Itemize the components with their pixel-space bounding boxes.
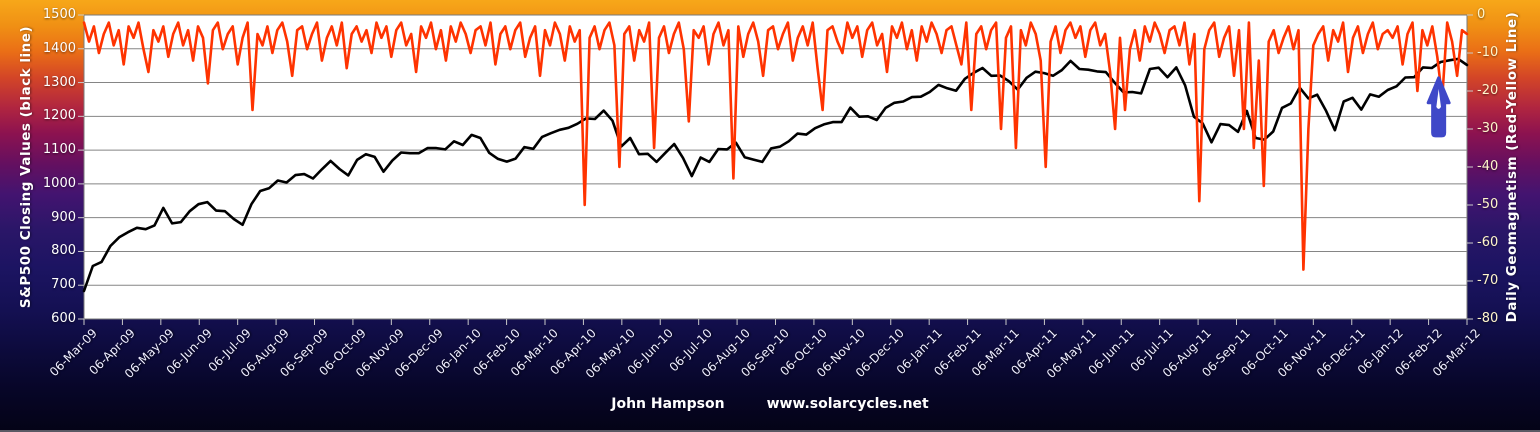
right-axis-tick-label: 0 xyxy=(1477,7,1486,22)
footer-site: www.solarcycles.net xyxy=(766,396,929,412)
chart-footer: John Hampson www.solarcycles.net xyxy=(0,396,1540,412)
right-axis-tick-label: -50 xyxy=(1477,197,1499,212)
left-axis-tick-label: 800 xyxy=(51,243,76,259)
plot-background xyxy=(83,14,1468,320)
geomagnetism-line xyxy=(82,21,1469,271)
left-axis-tick-label: 1300 xyxy=(42,74,76,90)
bottom-edge-divider xyxy=(0,430,1540,432)
right-axis-title: Daily Geomagnetism (Red-Yellow Line) xyxy=(1504,11,1520,323)
right-axis-tick-label: -30 xyxy=(1477,121,1499,136)
footer-author: John Hampson xyxy=(611,396,725,412)
right-axis-tick-label: -20 xyxy=(1477,83,1499,98)
right-axis-tick-label: -60 xyxy=(1477,235,1499,250)
left-axis-tick-label: 900 xyxy=(51,209,76,225)
up-arrow-highlight xyxy=(1436,88,1441,109)
left-axis-tick-label: 600 xyxy=(51,311,76,326)
left-axis-tick-label: 700 xyxy=(51,277,76,293)
right-axis-tick-label: -10 xyxy=(1477,45,1499,60)
left-axis-tick-label: 1500 xyxy=(42,7,76,22)
sp500-line xyxy=(82,57,1469,293)
left-axis-tick-label: 1400 xyxy=(42,40,76,56)
right-axis-tick-label: -80 xyxy=(1477,311,1499,326)
left-axis-tick-label: 1100 xyxy=(42,142,76,158)
left-axis-tick-label: 1200 xyxy=(42,108,76,124)
left-axis-tick-label: 1000 xyxy=(42,175,76,191)
left-axis-title: S&P500 Closing Values (black line) xyxy=(18,25,34,309)
right-axis-tick-label: -40 xyxy=(1477,159,1499,174)
right-axis-tick-label: -70 xyxy=(1477,273,1499,288)
